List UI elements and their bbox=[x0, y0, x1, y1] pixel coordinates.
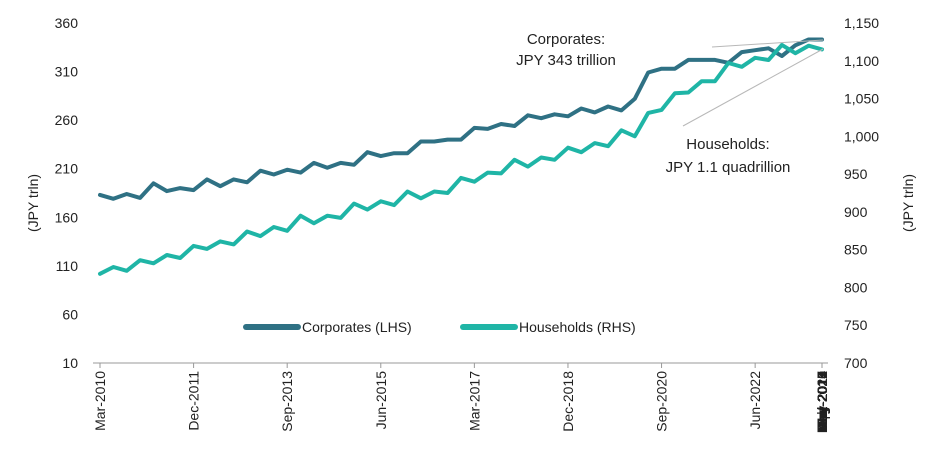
annotation-corporates: Corporates: JPY 343 trillion bbox=[516, 31, 824, 69]
left-tick-label: 260 bbox=[55, 112, 79, 128]
x-tick-label: Aug-2023 bbox=[814, 371, 830, 432]
x-tick-label: Nov-2014 bbox=[814, 371, 830, 432]
right-tick-label: 750 bbox=[844, 317, 868, 333]
x-tick-label: Dec-2011 bbox=[186, 371, 202, 431]
annotation-households-line1: Households: bbox=[686, 136, 769, 153]
left-tick-label: 360 bbox=[55, 15, 79, 31]
annotation-corporates-line2: JPY 343 trillion bbox=[516, 52, 616, 69]
left-tick-label: 60 bbox=[62, 306, 78, 322]
x-tick-label: May-2011 bbox=[814, 371, 830, 432]
x-tick-label: Sep-2020 bbox=[654, 371, 670, 432]
legend-label-corporates: Corporates (LHS) bbox=[302, 319, 412, 335]
annotation-households-line2: JPY 1.1 quadrillion bbox=[666, 159, 791, 176]
series-line-corporates bbox=[98, 37, 824, 201]
x-tick-label: Jul-2012 bbox=[814, 371, 830, 425]
annotation-corporates-line1: Corporates: bbox=[527, 31, 605, 48]
left-y-axis-ticks: 10 60 110 160 210 260 310 360 bbox=[55, 15, 79, 371]
x-tick-label: Jan-2023 bbox=[814, 371, 830, 430]
legend: Corporates (LHS) Households (RHS) bbox=[243, 319, 636, 335]
right-tick-label: 850 bbox=[844, 242, 868, 258]
annotation-corporates-leader bbox=[711, 39, 824, 48]
right-tick-label: 950 bbox=[844, 166, 868, 182]
x-tick-label: May-2018 bbox=[814, 371, 830, 433]
annotation-households-leader bbox=[682, 48, 824, 127]
annotation-households: Households: JPY 1.1 quadrillion bbox=[666, 48, 824, 176]
x-tick-label: Sep-2013 bbox=[279, 371, 295, 432]
right-tick-label: 900 bbox=[844, 204, 868, 220]
x-tick-label: Nov-2021 bbox=[814, 371, 830, 432]
right-tick-label: 800 bbox=[844, 279, 868, 295]
legend-label-households: Households (RHS) bbox=[519, 319, 636, 335]
x-tick-label: Dec-2018 bbox=[560, 371, 576, 432]
left-tick-label: 160 bbox=[55, 209, 79, 225]
x-tick-label: Jun-2022 bbox=[747, 371, 763, 430]
x-tick-label: Aug-2016 bbox=[814, 371, 830, 432]
x-tick-label: Oct-2010 bbox=[814, 371, 830, 429]
left-tick-label: 110 bbox=[56, 258, 79, 274]
right-tick-label: 1,000 bbox=[844, 128, 879, 144]
right-tick-label: 1,100 bbox=[844, 53, 879, 69]
x-tick-label: Apr-2014 bbox=[814, 371, 830, 429]
x-tick-label: Jun-2015 bbox=[373, 371, 389, 430]
x-tick-label: Jul-2019 bbox=[814, 371, 830, 425]
left-tick-label: 310 bbox=[55, 64, 79, 80]
right-y-axis-label: (JPY trln) bbox=[900, 174, 916, 232]
x-tick-label: Apr-2021 bbox=[814, 371, 830, 429]
left-tick-label: 210 bbox=[55, 161, 79, 177]
x-tick-label: Oct-2017 bbox=[814, 371, 830, 429]
right-tick-label: 1,150 bbox=[844, 15, 879, 31]
series-line-households bbox=[98, 42, 824, 276]
left-tick-label: 10 bbox=[62, 355, 78, 371]
right-tick-label: 700 bbox=[844, 355, 868, 371]
right-y-axis-ticks: 700 750 800 850 900 950 1,000 1,050 1,100 1,150 bbox=[844, 15, 879, 371]
right-tick-label: 1,050 bbox=[844, 91, 879, 107]
x-tick-label: Mar-2010 bbox=[92, 371, 108, 431]
x-tick-label: Jan-2016 bbox=[814, 371, 830, 430]
series-layer bbox=[98, 37, 824, 276]
x-tick-label: Mar-2017 bbox=[466, 371, 482, 431]
x-tick-label: Feb-2013 bbox=[814, 371, 830, 431]
left-y-axis-label: (JPY trln) bbox=[25, 174, 41, 232]
x-tick-label: Feb-2020 bbox=[814, 371, 830, 431]
